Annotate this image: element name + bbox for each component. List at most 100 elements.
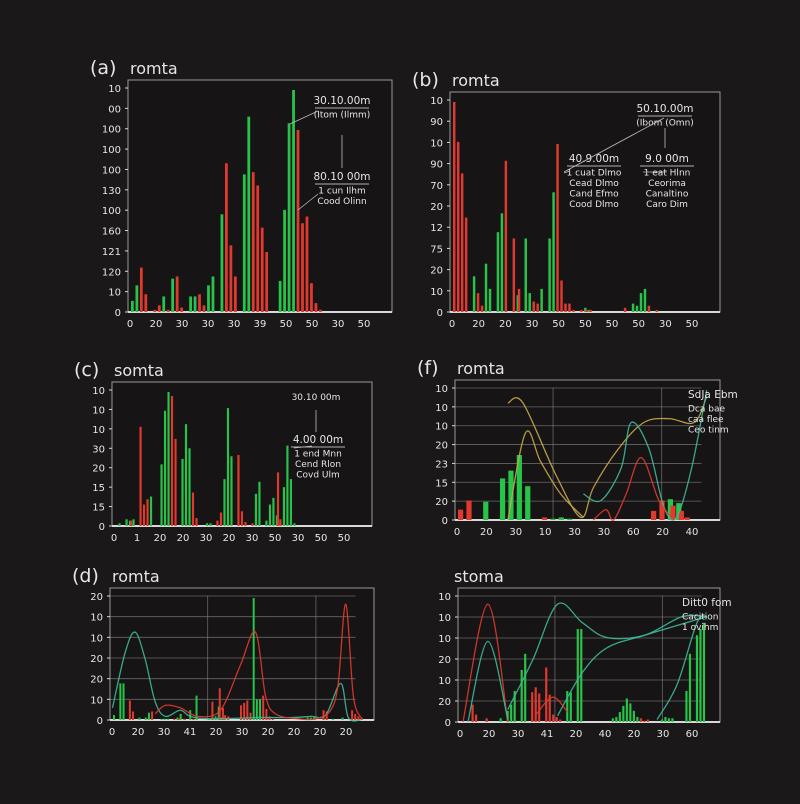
annotation-leader-line [293,445,313,449]
bar-red [322,710,325,720]
y-tick-label: 10 [435,422,448,433]
x-tick-label: 30 [236,727,249,738]
bar-green [282,487,286,526]
bar-red [211,701,214,720]
bar-red [202,305,206,312]
bar-green [278,280,282,312]
panel-label: (d) [72,565,99,587]
bar-green [332,718,335,720]
bar-green [259,699,262,720]
x-tick-label: 30 [509,527,522,538]
bar-red [532,301,535,312]
bar-green [268,504,272,526]
bar-green [163,410,167,526]
y-tick-label: 20 [438,697,451,708]
annotation-heading: 4.00 00m [293,434,343,446]
bar-red [221,707,224,720]
y-tick-label: 10 [430,96,443,107]
bar-green [500,213,504,312]
bar-green [283,209,286,312]
annotation-text: Dca bae [688,405,725,415]
bar-green [160,718,163,720]
x-tick-label: 20 [314,727,327,738]
x-tick-label: 30 [246,533,259,544]
bar-red [517,288,521,312]
bar-green [125,519,128,526]
y-tick-label: 0 [445,718,451,729]
curve-teal-peak [467,640,509,723]
y-tick-label: 130 [102,186,121,197]
bar-green [513,691,516,722]
bar-red [678,510,684,520]
bar-green [567,518,573,520]
x-tick-label: 20 [480,527,493,538]
x-tick-label: 20 [262,727,275,738]
x-tick-label: 20 [154,533,167,544]
bar-green [499,478,506,520]
bar-green [550,518,556,520]
bar-red [173,718,176,720]
y-tick-label: 10 [438,592,451,603]
bar-red [157,305,161,312]
annotation-text: Ceorima [648,179,686,189]
bar-red [170,396,174,526]
bar-green [195,695,198,720]
bar-red [556,144,559,312]
bar-green [569,692,572,722]
y-tick-label: 10 [90,613,103,624]
x-tick-label: 30 [158,727,171,738]
x-tick-label: 0 [109,727,115,738]
y-tick-label: 20 [438,655,451,666]
bar-green [309,717,312,720]
annotation-text: Cood Olinn [317,197,366,207]
bar-red [244,521,247,526]
x-tick-label: 30 [526,319,539,330]
x-tick-label: 50 [606,319,619,330]
x-tick-label: 0 [454,527,460,538]
bar-red [195,517,198,526]
bar-red [177,718,180,720]
bar-green [685,691,688,722]
x-tick-label: 50 [338,533,351,544]
bar-green [306,717,309,720]
bar-red [585,309,588,312]
y-tick-label: 20 [435,441,448,452]
y-tick-label: 15 [92,503,105,514]
bar-red [351,710,354,720]
bar-green [223,479,226,526]
x-tick-label: 20 [177,533,190,544]
bar-red [139,267,143,312]
y-tick-label: 100 [102,206,121,217]
bar-red [639,718,642,722]
bar-red [314,303,318,312]
bar-green [484,263,488,312]
chart-title: romta [457,359,505,378]
bar-green [496,232,500,312]
bar-green [131,300,134,312]
bar-green [528,293,531,312]
bar-red [548,694,551,722]
bar-red [531,692,534,722]
bar-green [252,598,255,720]
y-tick-label: 10 [92,425,105,436]
bar-green [615,717,618,722]
bar-green [524,238,527,312]
bar-green [181,459,184,526]
y-tick-label: 15 [435,478,448,489]
bar-green [636,717,639,722]
annotation-leader-line [289,110,319,125]
annotation-text: 1 end Mnn [294,450,342,460]
bar-red [249,712,252,720]
bar-red [246,700,249,720]
bar-green [144,717,147,720]
x-tick-label: 60 [627,527,640,538]
chart-title: stoma [454,567,504,586]
bar-green [255,699,258,720]
y-tick-label: 10 [108,84,121,95]
bar-red [225,163,228,312]
bar-green [211,276,215,312]
y-tick-label: 10 [430,138,443,149]
bar-red [310,283,313,312]
bar-green [540,288,543,312]
